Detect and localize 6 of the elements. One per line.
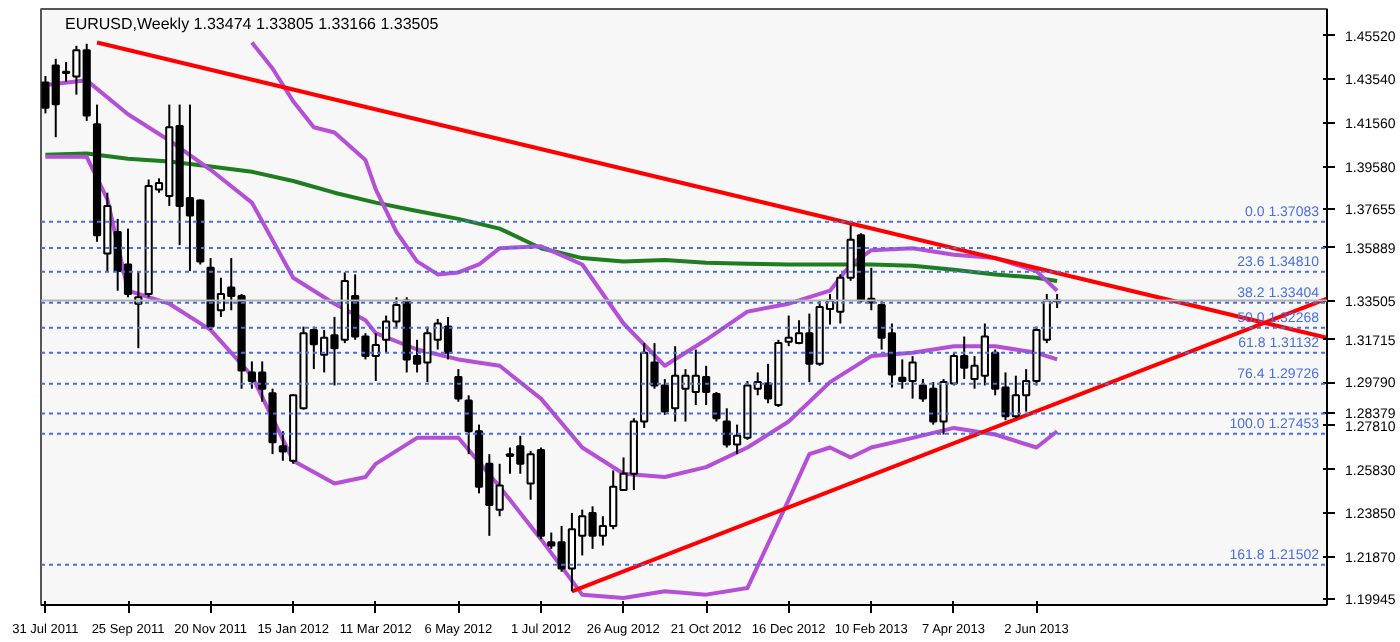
line-series [43,154,1060,600]
candlestick [712,391,721,423]
candlestick [454,368,463,403]
line-series [249,40,1060,368]
line-series [43,151,1060,284]
chart-title: EURUSD,Weekly 1.33474 1.33805 1.33166 1.33505 [65,15,440,33]
